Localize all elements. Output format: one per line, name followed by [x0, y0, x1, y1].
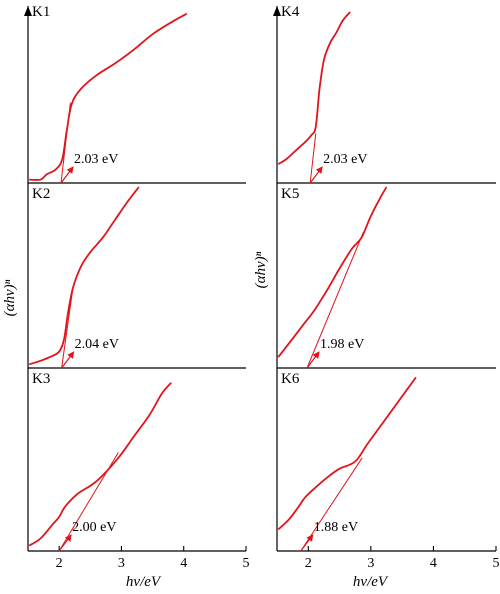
- tangent-line-k4: [309, 133, 317, 184]
- x-tick-label: 5: [493, 556, 500, 571]
- bandgap-label-k6: 1.88 eV: [314, 520, 358, 535]
- x-tick-label: 2: [305, 556, 312, 571]
- y-axis-label-left: (αhv)ⁿ: [2, 279, 18, 316]
- x-tick-label: 3: [367, 556, 374, 571]
- bandgap-arrow-k1: [60, 166, 74, 184]
- y-axis-label-right: (αhv)ⁿ: [253, 251, 269, 288]
- bandgap-label-k5: 1.98 eV: [320, 337, 364, 352]
- tangent-line-k3: [58, 452, 119, 552]
- x-tick-label: 4: [180, 556, 187, 571]
- absorption-curve-k1: [29, 12, 188, 181]
- x-tick-label: 2: [56, 556, 63, 571]
- bandgap-label-k4: 2.03 eV: [323, 152, 367, 167]
- x-tick-label: 4: [430, 556, 437, 571]
- text-layer: 2 3 4 5 2 3 4 5 2.03 eV K1 2.04 eV K2 2.00 eV K3 2.03 …: [32, 4, 500, 571]
- absorption-curve-k3: [28, 382, 172, 547]
- panel-label-k4: K4: [281, 4, 300, 20]
- absorption-curve-k5: [277, 186, 388, 358]
- curve-layer: [28, 11, 417, 552]
- x-axis-label-left: hv/eV: [126, 574, 162, 590]
- x-tick-label: 5: [243, 556, 250, 571]
- absorption-curve-k4: [277, 11, 351, 165]
- bandgap-arrow-k5: [306, 351, 320, 369]
- tangent-line-k6: [300, 457, 363, 552]
- bandgap-arrow-k3: [58, 534, 72, 552]
- bandgap-label-k2: 2.04 eV: [75, 337, 119, 352]
- panel-label-k5: K5: [281, 186, 299, 202]
- panel-label-k1: K1: [32, 4, 50, 20]
- bandgap-label-k3: 2.00 eV: [72, 520, 116, 535]
- panel-label-k2: K2: [32, 186, 50, 202]
- tangent-line-k1: [60, 102, 71, 184]
- bandgap-arrow-k2: [61, 351, 75, 369]
- tangent-line-k2: [61, 288, 74, 369]
- x-axis-label-right: hv/eV: [353, 574, 389, 590]
- bandgap-arrow-k6: [300, 534, 314, 552]
- tangent-line-k5: [306, 232, 364, 369]
- panel-frames: [24, 6, 497, 552]
- x-tick-label: 3: [118, 556, 125, 571]
- bandgap-label-k1: 2.03 eV: [74, 152, 118, 167]
- absorption-curve-k6: [277, 376, 417, 531]
- bandgap-arrow-k4: [309, 166, 323, 184]
- panel-label-k6: K6: [281, 371, 300, 387]
- panel-label-k3: K3: [32, 371, 50, 387]
